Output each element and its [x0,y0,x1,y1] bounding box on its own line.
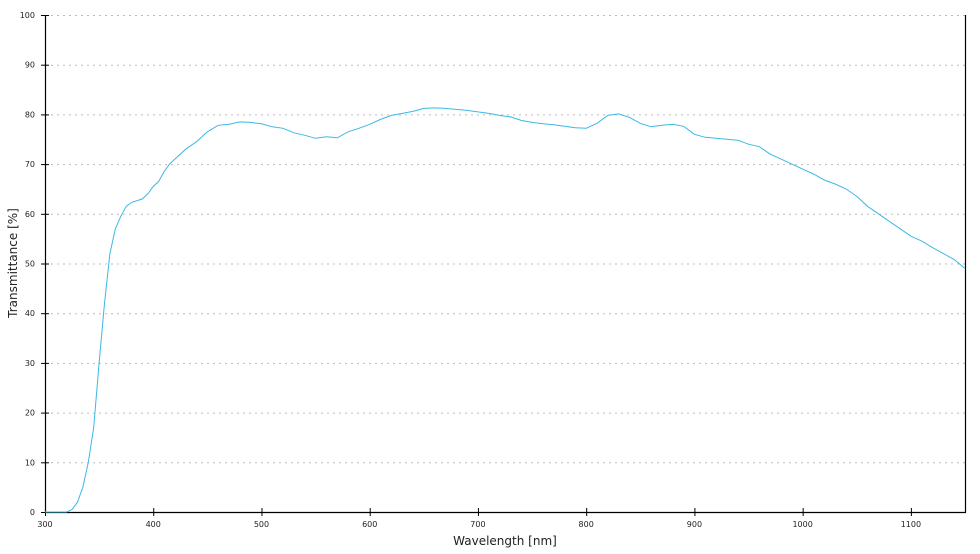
x-axis-label: Wavelength [nm] [453,534,557,548]
x-tick-label: 600 [362,520,377,529]
y-tick-label: 20 [25,409,35,418]
y-tick-label: 40 [25,309,35,318]
y-tick-label: 10 [25,458,35,467]
y-tick-label: 60 [25,210,35,219]
x-tick-label: 800 [579,520,594,529]
grid-lines [45,15,965,464]
tick-labels: 0 10 20 30 40 50 60 70 80 90 100 300 400 500 600 700 800… [20,11,921,529]
y-tick-label: 100 [20,11,35,20]
series-line-transmittance [45,107,966,513]
x-tick-label: 700 [470,520,485,529]
y-tick-label: 90 [25,61,35,70]
x-tick-label: 300 [37,520,52,529]
axes [41,15,967,516]
x-tick-label: 1000 [792,520,812,529]
y-tick-label: 70 [25,160,35,169]
y-tick-label: 50 [25,260,35,269]
y-tick-label: 0 [30,508,35,517]
y-tick-label: 30 [25,359,35,368]
y-tick-label: 80 [25,110,35,119]
x-tick-label: 900 [687,520,702,529]
x-tick-label: 500 [254,520,269,529]
x-tick-label: 400 [146,520,161,529]
y-axis-label: Transmittance [%] [6,208,20,319]
x-tick-label: 1100 [901,520,921,529]
